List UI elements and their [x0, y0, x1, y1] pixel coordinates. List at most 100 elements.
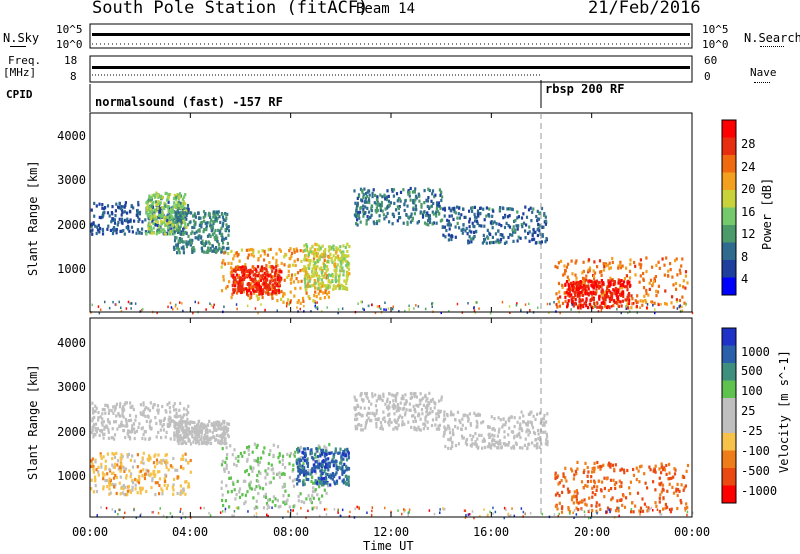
velocity-cell [422, 422, 425, 426]
velocity-cell [313, 452, 317, 456]
velocity-cell [319, 454, 322, 458]
velocity-cell [124, 435, 127, 440]
power-cell [642, 286, 646, 290]
velocity-cell [411, 414, 414, 418]
velocity-cell [388, 417, 391, 422]
velocity-cell [297, 457, 300, 461]
power-cell [276, 263, 279, 268]
velocity-cell [381, 398, 384, 403]
power-cell [168, 232, 171, 236]
power-cell [443, 214, 446, 218]
power-cell [174, 197, 177, 201]
power-cell [371, 195, 374, 199]
velocity-cell [173, 414, 176, 418]
velocity-cell [647, 506, 650, 510]
velocity-cell [301, 464, 304, 468]
velocity-cell [375, 425, 378, 429]
velocity-cell [388, 400, 391, 405]
velocity-cell [92, 467, 95, 471]
power-cell [572, 296, 575, 300]
velocity-noise-cell [618, 506, 620, 510]
power-cell [419, 210, 422, 214]
power-cell [267, 292, 270, 296]
power-cell [639, 266, 642, 270]
velocity-cell [374, 404, 377, 408]
velocity-cell [154, 481, 157, 485]
velocity-cell [359, 412, 362, 416]
velocity-cell [590, 504, 593, 508]
velocity-cell [257, 463, 260, 467]
power-cell [378, 219, 381, 223]
power-cell [101, 227, 104, 231]
velocity-cell [249, 466, 252, 470]
velocity-cell [282, 500, 285, 504]
nsky-tick-low-right: 10^0 [702, 38, 729, 51]
velocity-cell [153, 469, 156, 473]
power-cell [170, 227, 173, 231]
velocity-cell [481, 446, 484, 450]
power-cell [411, 218, 414, 223]
velocity-cell [127, 435, 130, 439]
velocity-cell [198, 442, 201, 446]
power-cell [173, 247, 176, 251]
power-cell [277, 269, 280, 274]
velocity-cell [603, 486, 606, 491]
velocity-cell [147, 415, 150, 419]
velocity-cell [538, 445, 541, 449]
velocity-cell [510, 446, 513, 450]
power-cell [93, 214, 96, 218]
power-cell [214, 237, 217, 242]
velocity-cell [154, 465, 157, 469]
velocity-cell [307, 494, 310, 498]
power-cell [468, 235, 471, 239]
velocity-cell [92, 435, 95, 439]
velocity-cell [283, 472, 286, 476]
power-cell [154, 200, 157, 204]
power-cell [501, 233, 504, 237]
power-cell [201, 249, 204, 253]
velocity-cell [258, 484, 261, 488]
velocity-cell [415, 428, 418, 432]
power-cell [254, 279, 257, 283]
power-noise-cell [456, 302, 459, 306]
velocity-cell [370, 419, 373, 423]
power-cell [185, 242, 188, 246]
velocity-cell [660, 490, 663, 494]
power-cell [630, 306, 633, 310]
velocity-cell [394, 419, 397, 423]
velocity-noise-cell [356, 505, 358, 509]
power-cell [193, 248, 196, 252]
power-cell [253, 291, 256, 295]
velocity-cell [112, 483, 115, 487]
velocity-cell [402, 407, 405, 411]
power-cell [651, 300, 654, 304]
power-cell [684, 286, 687, 290]
power-cell [121, 210, 124, 215]
velocity-cell [659, 483, 662, 487]
power-cell [339, 245, 342, 249]
velocity-cell [654, 488, 657, 492]
power-cell [252, 254, 255, 258]
power-noise-cell [378, 305, 381, 308]
velocity-cell [147, 473, 150, 477]
power-cell [341, 266, 344, 270]
power-cell [564, 269, 567, 273]
power-cell [450, 234, 453, 238]
power-cell [269, 273, 272, 277]
velocity-cell [223, 442, 226, 446]
velocity-cell [151, 476, 154, 481]
velocity-cell [173, 402, 176, 406]
power-cell [605, 264, 608, 268]
power-cell [276, 299, 279, 303]
power-cell [391, 189, 394, 193]
velocity-cell [103, 432, 106, 436]
power-cell [130, 225, 134, 229]
velocity-cell [158, 492, 161, 496]
power-cell [676, 273, 679, 277]
power-cell [313, 300, 316, 304]
power-cell [508, 225, 512, 229]
power-noise-cell [654, 308, 656, 311]
power-cell [168, 215, 172, 219]
power-cell [577, 284, 580, 288]
velocity-cell [188, 429, 191, 433]
